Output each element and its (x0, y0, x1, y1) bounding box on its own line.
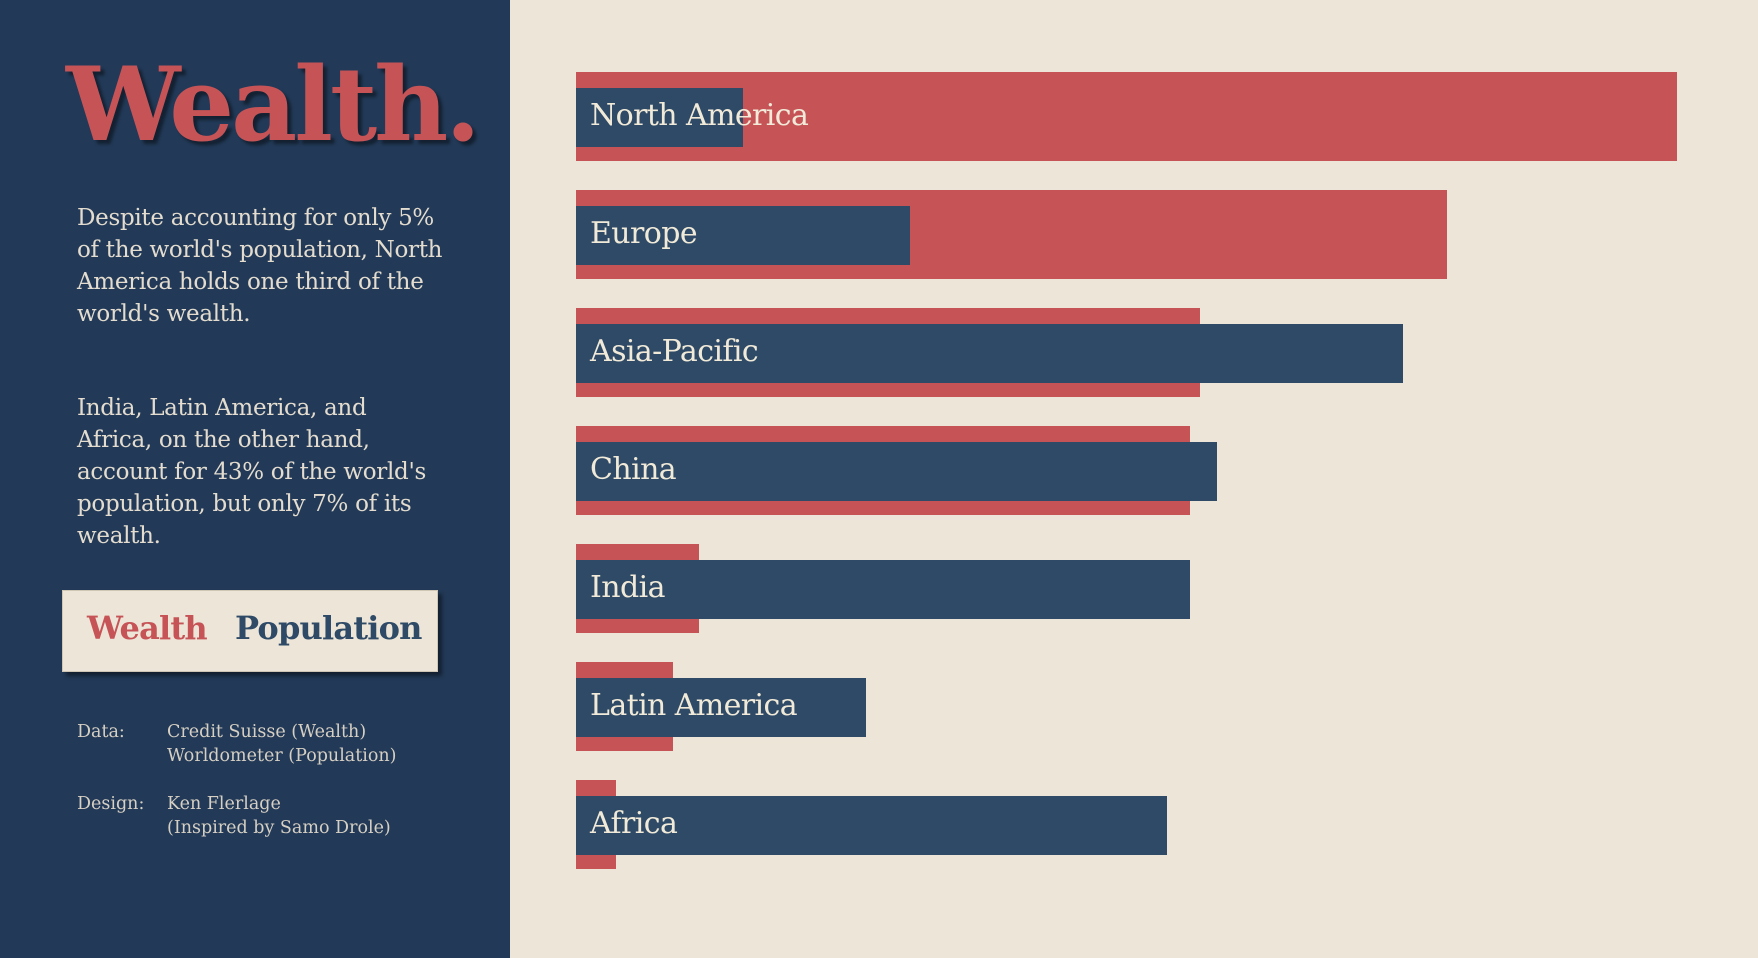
bar-row-north-america: North America (576, 64, 1686, 161)
region-label-north-america: North America (590, 98, 809, 133)
region-label-india: India (590, 570, 665, 605)
contrast-paragraph: India, Latin America, and Africa, on the… (77, 395, 426, 549)
legend-population: Population (235, 609, 422, 647)
sidebar: Wealth. Despite accounting for only 5% o… (0, 0, 510, 958)
design-credit-author: Ken Flerlage (Inspired by Samo Drole) (167, 792, 391, 840)
page-title: Wealth. (66, 45, 481, 165)
design-credit-line2: (Inspired by Samo Drole) (167, 818, 391, 838)
bar-row-latin-america: Latin America (576, 654, 1686, 751)
wealth-bar-north-america (576, 72, 1677, 161)
bar-row-asia-pacific: Asia-Pacific (576, 300, 1686, 397)
data-credit-line2: Worldometer (Population) (167, 746, 397, 766)
region-label-asia-pacific: Asia-Pacific (590, 334, 759, 369)
population-bar-china (576, 442, 1217, 501)
legend-wealth: Wealth (87, 609, 208, 647)
population-bar-india (576, 560, 1190, 619)
legend: Wealth Population (62, 590, 438, 672)
bar-row-europe: Europe (576, 182, 1686, 279)
population-bar-asia-pacific (576, 324, 1404, 383)
design-credit-label: Design: (77, 794, 145, 814)
bar-row-india: India (576, 536, 1686, 633)
data-credit-line1: Credit Suisse (Wealth) (167, 722, 367, 742)
region-label-africa: Africa (590, 806, 678, 841)
bar-chart: North America Europe Asia-Pacific China Indi… (576, 72, 1686, 892)
intro-paragraph: Despite accounting for only 5% of the wo… (77, 205, 443, 327)
region-label-china: China (590, 452, 677, 487)
bar-row-china: China (576, 418, 1686, 515)
bar-row-africa: Africa (576, 772, 1686, 869)
region-label-latin-america: Latin America (590, 688, 798, 723)
region-label-europe: Europe (590, 216, 698, 251)
data-credit-source: Credit Suisse (Wealth) Worldometer (Popu… (167, 720, 397, 768)
design-credit-line1: Ken Flerlage (167, 794, 281, 814)
population-bar-africa (576, 796, 1167, 855)
population-bar-north-america (576, 88, 743, 147)
data-credit-label: Data: (77, 722, 125, 742)
population-bar-latin-america (576, 678, 867, 737)
population-bar-europe (576, 206, 910, 265)
